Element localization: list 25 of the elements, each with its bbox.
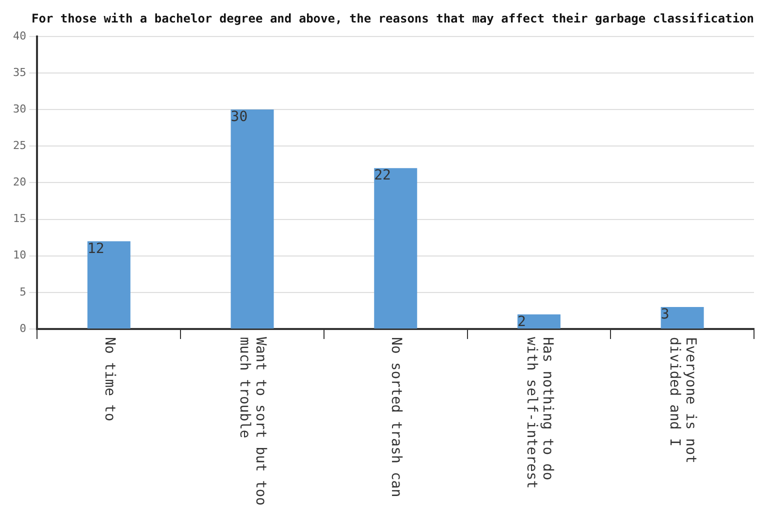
data-label: 12 xyxy=(87,240,104,257)
y-tick-label: 10 xyxy=(12,248,26,262)
bar xyxy=(517,314,560,328)
y-tick-label: 35 xyxy=(12,66,26,79)
y-tick-label: 5 xyxy=(20,285,26,298)
x-tick-label: No time to xyxy=(101,337,118,422)
y-tick-label: 25 xyxy=(12,138,26,152)
y-tick-label: 30 xyxy=(12,102,26,116)
data-label: 22 xyxy=(374,168,391,184)
bar xyxy=(660,307,704,328)
bar xyxy=(230,110,274,328)
y-tick-label: 15 xyxy=(12,212,26,226)
x-tick-label: Want to sort but too much trouble xyxy=(236,337,269,506)
bar xyxy=(87,241,130,328)
x-tick-label: No sorted trash can xyxy=(388,337,404,498)
y-tick-label: 40 xyxy=(12,29,26,42)
chart-title: For those with a bachelor degree and above, the reasons that may affect their garbage classification xyxy=(32,11,754,26)
y-tick-label: 20 xyxy=(12,176,26,189)
data-label: 3 xyxy=(660,306,670,323)
bar xyxy=(374,168,418,328)
data-label: 2 xyxy=(517,314,526,330)
data-label: 30 xyxy=(230,109,248,126)
x-tick-label: Has nothing to do with self-interest xyxy=(523,337,556,489)
x-tick-label: Everyone is not divided and I xyxy=(666,337,699,464)
y-tick-label: 0 xyxy=(20,322,26,335)
